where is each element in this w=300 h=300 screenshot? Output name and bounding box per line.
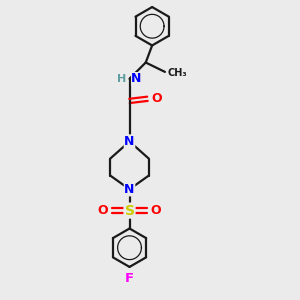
Text: O: O [152, 92, 162, 105]
Text: O: O [98, 204, 108, 217]
Text: CH₃: CH₃ [167, 68, 187, 78]
Text: H: H [117, 74, 127, 84]
Text: F: F [125, 272, 134, 286]
Text: N: N [124, 135, 135, 148]
Text: S: S [124, 204, 134, 218]
Text: N: N [131, 72, 142, 85]
Text: N: N [124, 183, 135, 196]
Text: O: O [151, 204, 161, 217]
